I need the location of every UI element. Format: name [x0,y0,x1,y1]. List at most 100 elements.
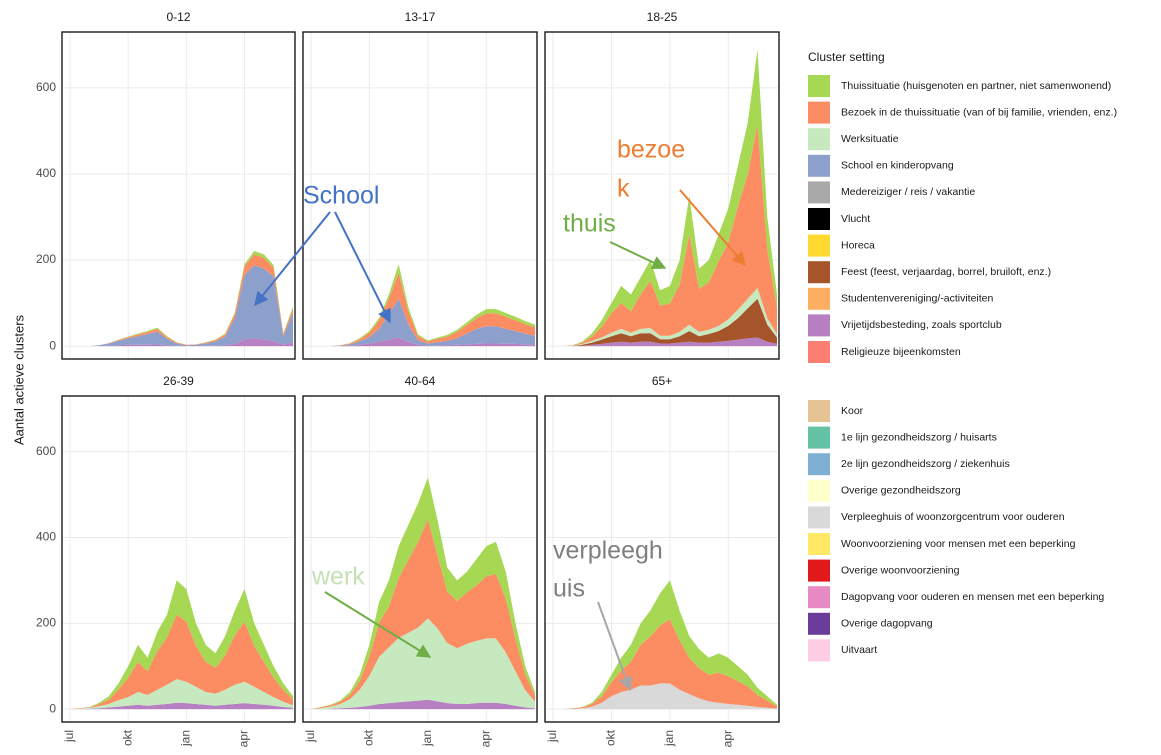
x-tick-label: jul [303,730,317,743]
legend-swatch [808,261,830,284]
legend-label: 2e lijn gezondheidszorg / ziekenhuis [841,458,1010,470]
panel: 65+ jul okt jan apr [544,374,780,747]
legend-swatch [808,234,830,257]
y-tick-label: 400 [36,166,56,180]
legend-swatch [808,341,830,363]
panel-border [61,31,296,360]
panel: 18-25 [544,10,780,360]
annotation: werk [311,563,365,591]
legend-swatch [808,181,830,204]
y-tick-label: 200 [36,252,56,266]
legend-swatch [808,128,830,151]
legend-label: Feest (feest, verjaardag, borrel, bruilo… [841,266,1051,278]
x-tick-label: jul [545,730,559,743]
panel: 26-39 0 200 400 600 jul okt jan apr [36,374,296,747]
legend-label: Religieuze bijeenkomsten [841,346,961,358]
legend-label: Uitvaart [841,644,877,656]
area [553,49,777,347]
legend-label: Vrijetijdsbesteding, zoals sportclub [841,319,1002,331]
arrow [324,591,432,658]
x-tick-label: jul [62,730,76,743]
legend-label: Medereiziger / reis / vakantie [841,186,975,198]
legend-swatch [808,287,830,310]
panel-title: 26-39 [163,374,194,388]
legend-swatch [808,479,830,502]
legend-label: Thuissituatie (huisgenoten en partner, n… [841,80,1111,92]
panel-border [302,31,538,360]
x-tick-label: jan [420,730,434,747]
arrow [609,241,667,269]
legend-label: Werksituatie [841,133,899,145]
area [311,618,535,710]
annotations: School bezoe k thuis werk verpleegh uis [303,136,685,603]
x-tick-label: okt [362,729,376,746]
area [70,679,293,710]
legend-swatch [808,612,830,635]
y-axis-label: Aantal actieve clusters [11,314,26,445]
legend-swatch [808,506,830,529]
y-tick-label: 400 [36,530,56,544]
y-tick-label: 200 [36,616,56,630]
panel: 40-64 jul okt jan apr [302,374,538,747]
panel-border [302,395,538,723]
area [311,337,535,347]
area [70,580,293,710]
legend-swatch [808,533,830,555]
annotation-arrows [254,189,746,692]
panels: 0-12 0 200 400 600 13-17 18-25 26-39 0 200 400 600 j… [36,10,780,747]
x-tick-label: apr [478,730,492,747]
panel: 13-17 [302,10,538,360]
legend-label: Overige dagopvang [841,618,933,630]
area [70,702,293,710]
legend-label: Studentenvereniging/-activiteiten [841,293,994,305]
x-tick-label: jan [662,730,676,747]
x-tick-label: apr [237,730,251,747]
area [311,477,535,710]
panel-background [303,32,537,359]
y-tick-label: 0 [49,338,56,352]
legend-title: Cluster setting [808,50,885,64]
legend-label: Bezoek in de thuissituatie (van of bij f… [841,106,1117,118]
legend-label: Overige gezondheidszorg [841,485,961,497]
legend-label: School en kinderopvang [841,160,954,172]
arrow [334,211,391,324]
legend-swatch [808,426,830,449]
legend-swatch [808,559,830,582]
arrow [254,211,331,307]
y-tick-label: 0 [49,701,56,715]
panel-title: 18-25 [647,10,678,24]
area [553,288,777,347]
annotation: thuis [563,210,616,238]
panel-border [544,31,780,360]
legend-swatch [808,314,830,337]
panel: 0-12 0 200 400 600 [36,10,296,360]
legend-label: Verpleeghuis of woonzorgcentrum voor oud… [841,511,1065,523]
area [553,337,777,347]
legend-swatch [808,453,830,476]
x-tick-label: okt [604,729,618,746]
legend-swatch [808,101,830,124]
legend-swatch [808,154,830,177]
x-tick-label: jan [179,730,193,747]
arrow [597,601,633,692]
legend-label: 1e lijn gezondheidszorg / huisarts [841,431,997,443]
annotation: School [303,182,379,210]
panel-title: 0-12 [166,10,190,24]
panel-title: 65+ [652,374,672,388]
legend-label: Woonvoorziening voor mensen met een bepe… [841,538,1076,550]
area [311,699,535,710]
legend-label: Koor [841,405,864,417]
area [70,265,293,347]
panel-border [544,395,780,723]
y-tick-label: 600 [36,444,56,458]
area [553,619,777,710]
area [553,580,777,710]
area [311,272,535,347]
y-tick-label: 600 [36,80,56,94]
legend-swatch [808,586,830,609]
area [70,614,293,710]
legend-label: Horeca [841,239,875,251]
legend-label: Overige woonvoorziening [841,564,960,576]
annotation: verpleegh [553,537,663,565]
